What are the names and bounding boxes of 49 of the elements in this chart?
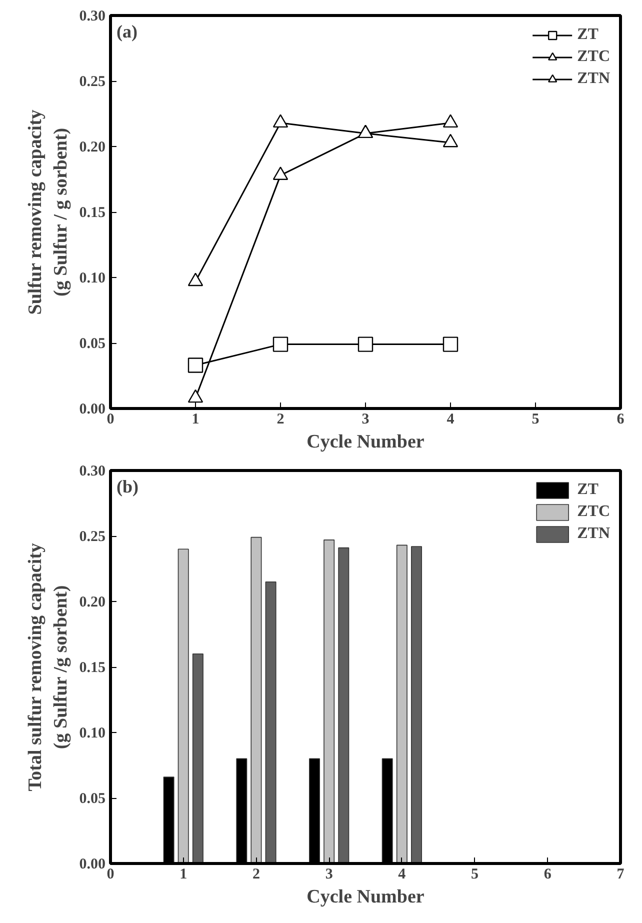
y-axis-title: Total sulfur removing capacity (g Sulfur /g sorbent) bbox=[25, 542, 72, 792]
bar bbox=[192, 654, 204, 864]
x-tick-label: 0 bbox=[106, 412, 114, 428]
x-tick-label: 4 bbox=[446, 412, 455, 428]
y-tick-label: 0.30 bbox=[79, 8, 106, 24]
y-tick-label: 0.00 bbox=[79, 402, 106, 418]
y-tick-label: 0.15 bbox=[79, 660, 106, 676]
y-tick-label: 0.10 bbox=[79, 726, 106, 742]
x-tick-label: 3 bbox=[362, 412, 370, 428]
y-tick-label: 0.20 bbox=[79, 594, 106, 610]
bar bbox=[396, 544, 408, 864]
x-tick-label: 1 bbox=[192, 412, 200, 428]
legend-label: ZTC bbox=[577, 503, 610, 521]
x-tick-label: 2 bbox=[276, 412, 284, 428]
x-tick-label: 2 bbox=[252, 866, 260, 882]
y-tick-label: 0.15 bbox=[79, 205, 106, 221]
x-axis-title: Cycle Number bbox=[306, 432, 425, 452]
y-tick-label: 0.05 bbox=[79, 336, 106, 352]
legend-label: ZTC bbox=[577, 48, 610, 66]
x-tick-label: 0 bbox=[106, 866, 114, 882]
legend-label: ZT bbox=[577, 481, 598, 499]
x-tick-label: 7 bbox=[616, 866, 625, 882]
y-tick-label: 0.30 bbox=[79, 464, 106, 480]
bar bbox=[338, 547, 350, 864]
y-tick-label: 0.25 bbox=[79, 74, 106, 90]
y-tick-label: 0.00 bbox=[79, 856, 106, 872]
y-tick-label: 0.25 bbox=[79, 529, 106, 545]
legend-label: ZT bbox=[577, 26, 598, 44]
annotation: (b) bbox=[116, 476, 139, 496]
legend-label: ZTN bbox=[577, 70, 610, 88]
y-axis-title: Sulfur removing capacity (g Sulfur / g sorbent) bbox=[25, 109, 72, 315]
legend-label: ZTN bbox=[577, 525, 610, 543]
bar bbox=[411, 546, 422, 864]
x-axis-title: Cycle Number bbox=[306, 886, 425, 908]
x-tick-label: 6 bbox=[544, 866, 552, 882]
bar bbox=[265, 581, 276, 864]
y-tick-label: 0.10 bbox=[79, 270, 106, 286]
bar bbox=[324, 540, 335, 864]
bar bbox=[250, 536, 262, 864]
x-tick-label: 3 bbox=[325, 866, 333, 882]
x-tick-label: 4 bbox=[398, 866, 406, 882]
y-tick-label: 0.05 bbox=[79, 791, 106, 807]
y-tick-label: 0.20 bbox=[79, 140, 106, 156]
x-tick-label: 6 bbox=[616, 412, 625, 428]
annotation: (a) bbox=[116, 22, 138, 42]
x-tick-label: 1 bbox=[180, 866, 188, 882]
x-tick-label: 5 bbox=[471, 866, 479, 882]
bar bbox=[178, 548, 189, 864]
x-tick-label: 5 bbox=[532, 412, 540, 428]
